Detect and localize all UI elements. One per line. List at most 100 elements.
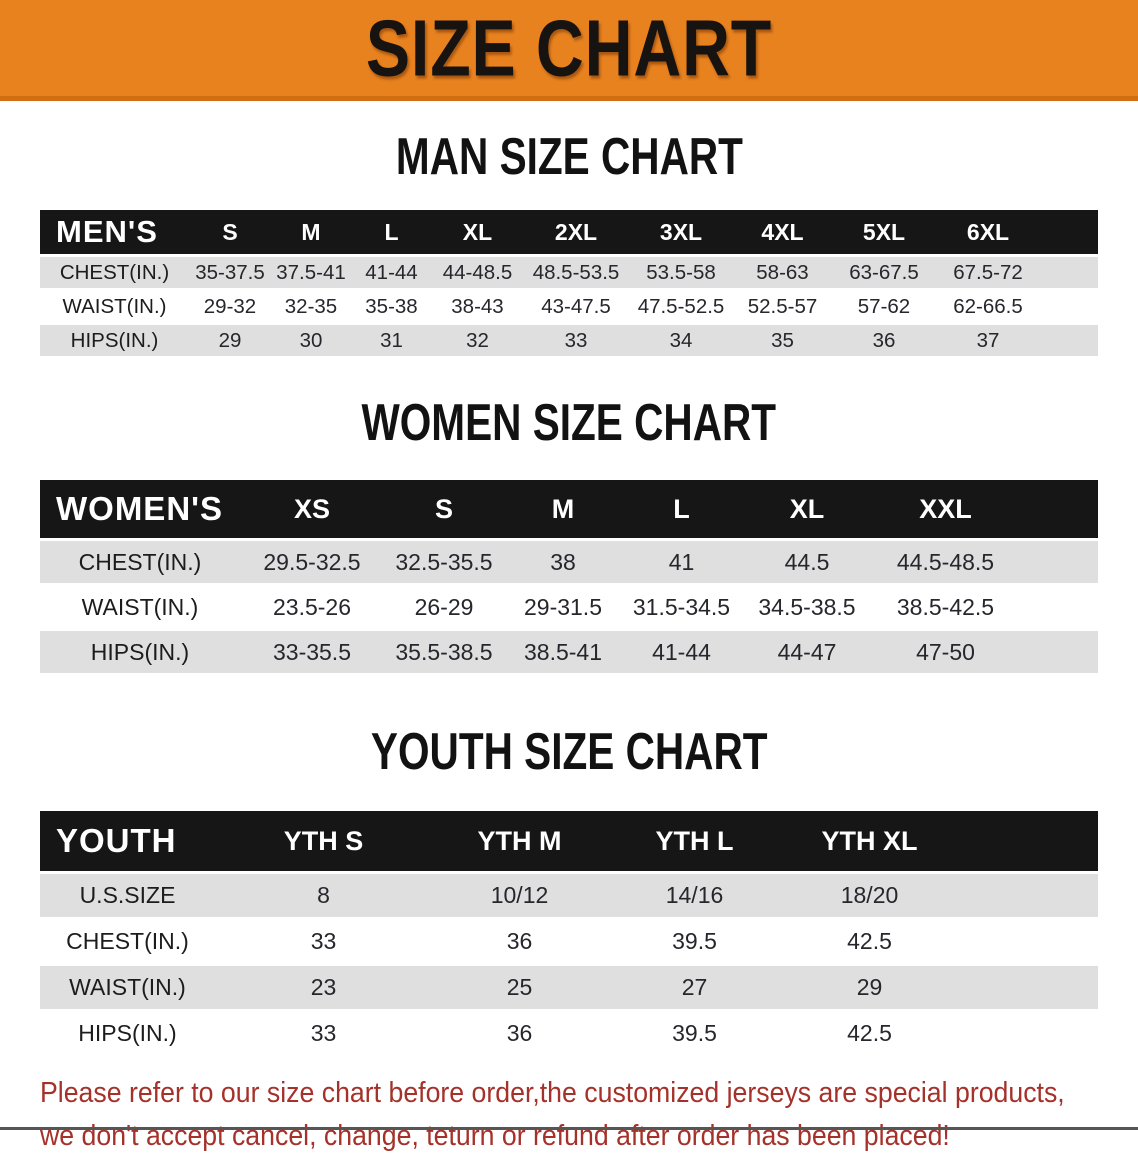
column-header: XXL <box>873 480 1018 538</box>
size-value: 47-50 <box>873 631 1018 673</box>
men-section-heading: MAN SIZE CHART <box>395 128 743 186</box>
size-value: 8 <box>215 874 432 917</box>
size-value: 41-44 <box>351 257 432 288</box>
size-value: 32.5-35.5 <box>384 541 504 583</box>
row-label: WAIST(IN.) <box>40 966 215 1009</box>
row-label: CHEST(IN.) <box>40 257 189 288</box>
disclaimer-line-1: Please refer to our size chart before or… <box>40 1077 1065 1109</box>
column-header: YTH M <box>432 811 607 871</box>
size-value: 44-48.5 <box>432 257 523 288</box>
size-value: 23 <box>215 966 432 1009</box>
table-header-label: MEN'S <box>40 210 189 254</box>
size-value: 31 <box>351 325 432 356</box>
size-value: 63-67.5 <box>832 257 936 288</box>
row-label: CHEST(IN.) <box>40 920 215 963</box>
size-value: 36 <box>432 1012 607 1055</box>
size-value: 23.5-26 <box>240 586 384 628</box>
row-label: CHEST(IN.) <box>40 541 240 583</box>
women-section-heading: WOMEN SIZE CHART <box>361 394 777 452</box>
disclaimer-line-2: we don't accept cancel, change, teturn o… <box>40 1120 950 1152</box>
youth-size-table: YOUTH YTH S YTH M YTH L YTH XL U.S.SIZE 8 10/12… <box>40 808 1098 1058</box>
cell-filler <box>957 966 1098 1009</box>
size-value: 67.5-72 <box>936 257 1040 288</box>
table-row: CHEST(IN.) 29.5-32.5 32.5-35.5 38 41 44.5 44.5… <box>40 541 1098 583</box>
column-header: YTH L <box>607 811 782 871</box>
size-value: 35.5-38.5 <box>384 631 504 673</box>
size-value: 25 <box>432 966 607 1009</box>
size-value: 38 <box>504 541 622 583</box>
size-value: 39.5 <box>607 920 782 963</box>
size-value: 48.5-53.5 <box>523 257 629 288</box>
table-row: HIPS(IN.) 33-35.5 35.5-38.5 38.5-41 41-44 44-… <box>40 631 1098 673</box>
size-value: 37 <box>936 325 1040 356</box>
size-value: 34 <box>629 325 733 356</box>
cell-filler <box>957 874 1098 917</box>
size-value: 36 <box>832 325 936 356</box>
table-row: WAIST(IN.) 29-32 32-35 35-38 38-43 43-47.5 47.… <box>40 291 1098 322</box>
size-value: 14/16 <box>607 874 782 917</box>
size-value: 29 <box>189 325 271 356</box>
size-table-header-row: WOMEN'S XS S M L XL XXL <box>40 480 1098 538</box>
size-value: 38-43 <box>432 291 523 322</box>
table-row: U.S.SIZE 8 10/12 14/16 18/20 <box>40 874 1098 917</box>
size-value: 44-47 <box>741 631 873 673</box>
size-value: 33 <box>523 325 629 356</box>
row-label: U.S.SIZE <box>40 874 215 917</box>
row-label: HIPS(IN.) <box>40 1012 215 1055</box>
size-value: 62-66.5 <box>936 291 1040 322</box>
cell-filler <box>1018 586 1098 628</box>
cell-filler <box>1040 325 1098 356</box>
column-header: XL <box>741 480 873 538</box>
size-value: 32-35 <box>271 291 351 322</box>
size-value: 30 <box>271 325 351 356</box>
size-value: 32 <box>432 325 523 356</box>
column-header: 6XL <box>936 210 1040 254</box>
size-value: 41 <box>622 541 741 583</box>
section-men: MAN SIZE CHART MEN'S S M L XL 2XL 3XL 4XL 5XL 6XL… <box>0 127 1138 359</box>
row-label: WAIST(IN.) <box>40 586 240 628</box>
size-value: 35-38 <box>351 291 432 322</box>
section-youth: YOUTH SIZE CHART YOUTH YTH S YTH M YTH L YTH… <box>0 722 1138 1058</box>
table-row: WAIST(IN.) 23.5-26 26-29 29-31.5 31.5-34.5 34… <box>40 586 1098 628</box>
column-header: XS <box>240 480 384 538</box>
section-women: WOMEN SIZE CHART WOMEN'S XS S M L XL XXL CHEST(… <box>0 393 1138 676</box>
size-value: 37.5-41 <box>271 257 351 288</box>
size-value: 33 <box>215 920 432 963</box>
cell-filler <box>1040 291 1098 322</box>
table-row: HIPS(IN.) 29 30 31 32 33 34 35 36 37 <box>40 325 1098 356</box>
row-label: HIPS(IN.) <box>40 325 189 356</box>
column-header: S <box>189 210 271 254</box>
men-size-table: MEN'S S M L XL 2XL 3XL 4XL 5XL 6XL CHEST(IN.) 35-37… <box>40 207 1098 359</box>
cell-filler <box>1018 541 1098 583</box>
size-value: 52.5-57 <box>733 291 832 322</box>
size-value: 44.5-48.5 <box>873 541 1018 583</box>
women-size-table: WOMEN'S XS S M L XL XXL CHEST(IN.) 29.5-32.5 32.5… <box>40 477 1098 676</box>
size-table-header-row: MEN'S S M L XL 2XL 3XL 4XL 5XL 6XL <box>40 210 1098 254</box>
size-value: 34.5-38.5 <box>741 586 873 628</box>
size-value: 29.5-32.5 <box>240 541 384 583</box>
size-value: 43-47.5 <box>523 291 629 322</box>
header-filler <box>957 811 1098 871</box>
column-header: L <box>351 210 432 254</box>
size-value: 42.5 <box>782 1012 957 1055</box>
size-table-header-row: YOUTH YTH S YTH M YTH L YTH XL <box>40 811 1098 871</box>
size-value: 10/12 <box>432 874 607 917</box>
disclaimer-note: Please refer to our size chart before or… <box>40 1072 1138 1158</box>
size-value: 47.5-52.5 <box>629 291 733 322</box>
row-label: HIPS(IN.) <box>40 631 240 673</box>
size-value: 36 <box>432 920 607 963</box>
column-header: 5XL <box>832 210 936 254</box>
row-label: WAIST(IN.) <box>40 291 189 322</box>
table-header-label: WOMEN'S <box>40 480 240 538</box>
size-value: 35 <box>733 325 832 356</box>
size-value: 44.5 <box>741 541 873 583</box>
size-value: 38.5-41 <box>504 631 622 673</box>
column-header: S <box>384 480 504 538</box>
column-header: M <box>504 480 622 538</box>
size-value: 31.5-34.5 <box>622 586 741 628</box>
header-filler <box>1018 480 1098 538</box>
column-header: XL <box>432 210 523 254</box>
header-filler <box>1040 210 1098 254</box>
cell-filler <box>957 920 1098 963</box>
cell-filler <box>1040 257 1098 288</box>
